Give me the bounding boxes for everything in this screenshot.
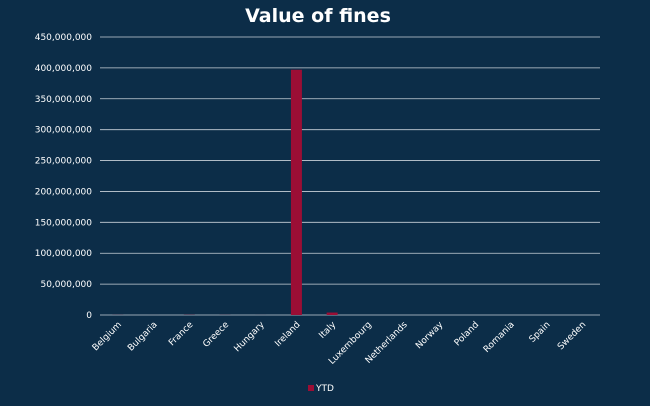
y-tick-label: 350,000,000 xyxy=(35,95,93,105)
gridlines xyxy=(100,36,600,316)
x-tick-label: Poland xyxy=(453,320,481,348)
x-tick-label: Hungary xyxy=(233,320,268,355)
x-tick-label: Bulgaria xyxy=(126,320,159,353)
bars xyxy=(112,69,552,316)
y-tick-label: 450,000,000 xyxy=(35,33,93,43)
x-tick-label: Spain xyxy=(528,320,553,345)
x-tick-label: Belgium xyxy=(91,320,124,353)
x-tick-label: Ireland xyxy=(273,320,302,349)
x-axis-ticks: Belgium Bulgaria France Greece Hungary Irelan… xyxy=(91,320,588,367)
y-tick-label: 150,000,000 xyxy=(35,218,93,228)
bar-ireland xyxy=(290,69,302,316)
x-tick-label: Greece xyxy=(201,320,231,350)
legend-swatch-ytd xyxy=(308,385,314,391)
y-tick-label: 0 xyxy=(86,311,92,321)
chart-title: Value of fines xyxy=(245,5,391,27)
x-tick-label: Norway xyxy=(414,320,446,352)
x-tick-label: France xyxy=(167,320,196,349)
y-tick-label: 50,000,000 xyxy=(40,280,92,290)
legend-label-ytd: YTD xyxy=(315,384,334,394)
y-tick-label: 300,000,000 xyxy=(35,126,93,136)
x-tick-label: Romania xyxy=(482,320,517,355)
y-tick-label: 400,000,000 xyxy=(35,64,93,74)
y-tick-label: 200,000,000 xyxy=(35,187,93,197)
x-tick-label: Italy xyxy=(317,320,338,341)
x-tick-label: Sweden xyxy=(556,320,588,352)
y-axis-ticks: 0 50,000,000 100,000,000 150,000,000 200,000… xyxy=(35,33,93,321)
legend: YTD xyxy=(308,384,334,394)
bar-italy xyxy=(326,312,338,315)
y-tick-label: 100,000,000 xyxy=(35,249,93,259)
y-tick-label: 250,000,000 xyxy=(35,157,93,167)
